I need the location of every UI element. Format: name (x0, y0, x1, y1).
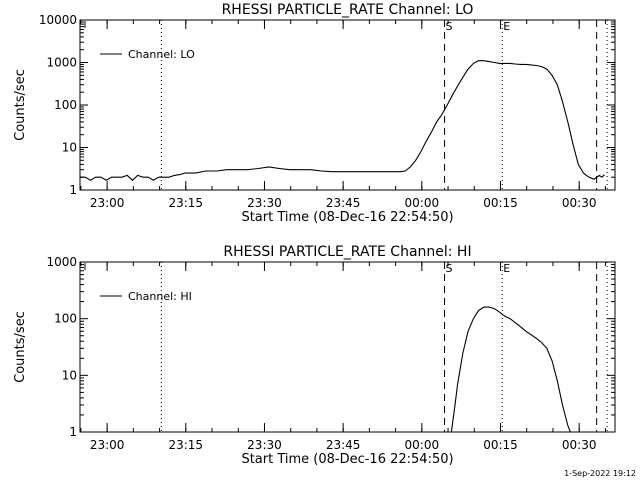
x-axis-label-hi: Start Time (08-Dec-16 22:54:50) (241, 452, 453, 467)
marker-label-lo: E (503, 20, 510, 33)
x-tick-label-hi: 00:00 (405, 438, 440, 452)
y-tick-label-lo: 1000 (46, 56, 77, 70)
x-tick-label-hi: 00:15 (483, 438, 518, 452)
y-tick-label-lo: 10000 (39, 13, 77, 27)
x-tick-label-lo: 00:00 (405, 196, 440, 210)
y-axis-label-lo: Counts/sec (13, 69, 28, 141)
x-tick-label-hi: 23:30 (247, 438, 282, 452)
x-tick-label-lo: 23:30 (247, 196, 282, 210)
y-tick-label-lo: 100 (54, 98, 77, 112)
x-tick-label-lo: 23:15 (168, 196, 203, 210)
x-tick-label-hi: 23:00 (90, 438, 125, 452)
y-tick-label-lo: 1 (69, 183, 77, 197)
plot-frame-hi (79, 261, 616, 433)
marker-label-hi: S (446, 262, 453, 275)
x-axis-label-lo: Start Time (08-Dec-16 22:54:50) (241, 210, 453, 225)
x-tick-label-lo: 23:45 (326, 196, 361, 210)
y-tick-label-lo: 10 (62, 141, 77, 155)
y-tick-label-hi: 100 (54, 312, 77, 326)
legend-label-lo: Channel: LO (128, 48, 195, 61)
x-tick-label-hi: 00:30 (562, 438, 597, 452)
x-tick-label-lo: 23:00 (90, 196, 125, 210)
series-line-hi (450, 306, 571, 433)
series-line-lo (80, 60, 605, 181)
chart-title-hi: RHESSI PARTICLE_RATE Channel: HI (223, 244, 471, 260)
chart-title-lo: RHESSI PARTICLE_RATE Channel: LO (222, 2, 474, 18)
x-tick-label-lo: 00:15 (483, 196, 518, 210)
x-tick-label-hi: 23:15 (168, 438, 203, 452)
y-tick-label-hi: 10 (62, 368, 77, 382)
y-tick-label-hi: 1 (69, 425, 77, 439)
marker-label-hi: E (503, 262, 510, 275)
timestamp-footer: 1-Sep-2022 19:12 (564, 469, 636, 478)
marker-label-lo: S (446, 20, 453, 33)
legend-label-hi: Channel: HI (128, 290, 192, 303)
x-tick-label-hi: 23:45 (326, 438, 361, 452)
y-axis-label-hi: Counts/sec (13, 311, 28, 383)
x-tick-label-lo: 00:30 (562, 196, 597, 210)
y-tick-label-hi: 1000 (46, 255, 77, 269)
plot-frame-lo (79, 19, 616, 191)
